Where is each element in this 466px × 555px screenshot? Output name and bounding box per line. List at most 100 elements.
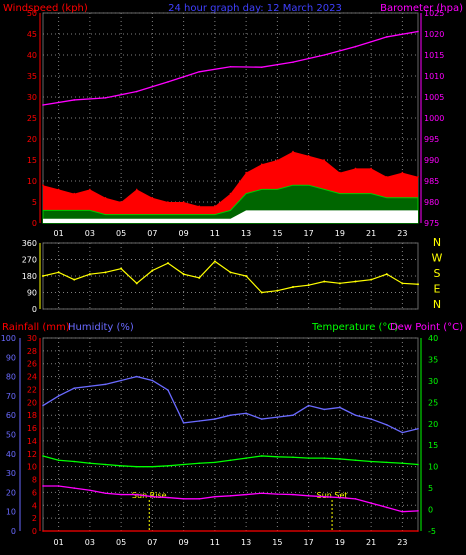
direction-point: [354, 280, 357, 283]
temperature-point: [151, 465, 154, 468]
hour-tick-label: 13: [241, 538, 251, 547]
temperature-point: [292, 456, 294, 459]
windspeed-point: [182, 201, 185, 203]
barometer-tick-label: 1005: [424, 93, 444, 102]
barometer-point: [323, 54, 326, 56]
dew-point-point: [307, 495, 310, 497]
temp-tick-label: 15: [428, 441, 438, 450]
hour-tick-label: 03: [85, 538, 95, 547]
dew-point-point: [182, 498, 185, 500]
hour-tick-label: 21: [366, 538, 376, 547]
temperature-point: [182, 463, 185, 466]
temp-tick-label: 40: [428, 334, 438, 343]
dew-point-point: [57, 485, 60, 487]
wind-tick-label: 20: [27, 135, 37, 144]
wind-tick-label: 45: [27, 30, 37, 39]
temperature-point: [385, 461, 388, 464]
windspeed-point: [198, 205, 201, 207]
direction-point: [135, 282, 138, 285]
humidity-point: [229, 414, 232, 417]
rainfall-point: [42, 530, 44, 532]
humidity-point: [339, 406, 341, 409]
dew-point-point: [73, 487, 76, 489]
grid: [43, 12, 418, 532]
rain-tick-label: 18: [27, 411, 37, 420]
direction-point: [245, 275, 248, 277]
hour-tick-label: 01: [54, 538, 64, 547]
windspeed-point: [323, 159, 326, 161]
barometer-tick-label: 995: [424, 135, 439, 144]
barometer-point: [292, 61, 294, 63]
hour-tick-label: 17: [304, 538, 314, 547]
dew-point-point: [120, 493, 122, 496]
temp-humidity-series: Sun Rise Sun Set: [42, 375, 419, 532]
direction-point: [73, 278, 76, 281]
windspeed-point: [245, 171, 247, 174]
direction-series: [42, 260, 419, 294]
windspeed-point: [292, 150, 294, 153]
hour-tick-label: 09: [179, 538, 189, 547]
barometer-point: [167, 81, 169, 83]
hour-tick-label: 17: [304, 229, 314, 238]
temperature-point: [198, 462, 201, 465]
dew-point-point: [323, 495, 326, 498]
wind-tick-label: 25: [27, 114, 37, 123]
direction-tick-label: 90: [27, 289, 37, 298]
humidity-point: [260, 418, 263, 420]
temp-tick-label: 25: [428, 398, 438, 407]
direction-point: [307, 284, 310, 287]
barometer-tick-label: 1015: [424, 51, 444, 60]
barometer-axis-title: Barometer (hpa): [380, 3, 463, 14]
dew-point-point: [151, 495, 154, 498]
windspeed-point: [73, 192, 76, 195]
dew-point-point: [260, 492, 263, 495]
barometer-tick-label: 985: [424, 177, 439, 186]
rain-tick-label: 6: [32, 488, 37, 497]
humidity-tick-label: 100: [1, 334, 16, 343]
temperature-point: [229, 459, 232, 462]
dewpoint-axis-title: Dew Point (°C): [390, 322, 463, 333]
windspeed-axis-title: Windspeed (kph): [3, 3, 88, 14]
rain-tick-label: 28: [27, 347, 37, 356]
windspeed-point: [135, 188, 138, 191]
humidity-tick-label: 50: [6, 431, 16, 440]
hour-tick-label: 15: [272, 229, 282, 238]
direction-point: [182, 273, 185, 276]
dew-point-point: [229, 495, 232, 497]
humidity-tick-label: 80: [6, 373, 16, 382]
temperature-point: [339, 458, 341, 460]
barometer-point: [354, 45, 357, 48]
humidity-point: [214, 418, 216, 420]
temperature-point: [57, 459, 60, 462]
wind-tick-label: 35: [27, 72, 37, 81]
wind-tick-label: 0: [32, 219, 37, 228]
rain-tick-label: 14: [27, 437, 37, 446]
temperature-point: [120, 465, 122, 467]
windspeed-point: [260, 163, 263, 165]
rain-tick-label: 16: [27, 424, 37, 433]
barometer-point: [260, 66, 263, 68]
humidity-point: [42, 404, 44, 407]
barometer-tick-label: 990: [424, 156, 439, 165]
temperature-axis-title: Temperature (°C): [311, 322, 398, 333]
direction-point: [42, 275, 44, 277]
dew-point-point: [245, 493, 247, 496]
humidity-point: [245, 412, 247, 415]
hour-tick-label: 05: [116, 229, 126, 238]
rain-tick-label: 30: [27, 334, 37, 343]
rain-tick-label: 4: [32, 501, 37, 510]
temperature-point: [276, 456, 279, 458]
axes: 0510152025303540455097598098599099510001…: [1, 9, 445, 547]
direction-point: [198, 276, 201, 279]
direction-point: [167, 262, 169, 265]
dew-point-point: [276, 493, 279, 495]
direction-point: [151, 269, 154, 272]
direction-point: [229, 271, 232, 274]
direction-point: [338, 282, 341, 285]
windspeed-point: [354, 167, 357, 170]
windspeed-point: [167, 201, 169, 203]
humidity-point: [120, 379, 122, 382]
temp-tick-label: 0: [428, 506, 433, 515]
barometer-series: [42, 30, 419, 106]
